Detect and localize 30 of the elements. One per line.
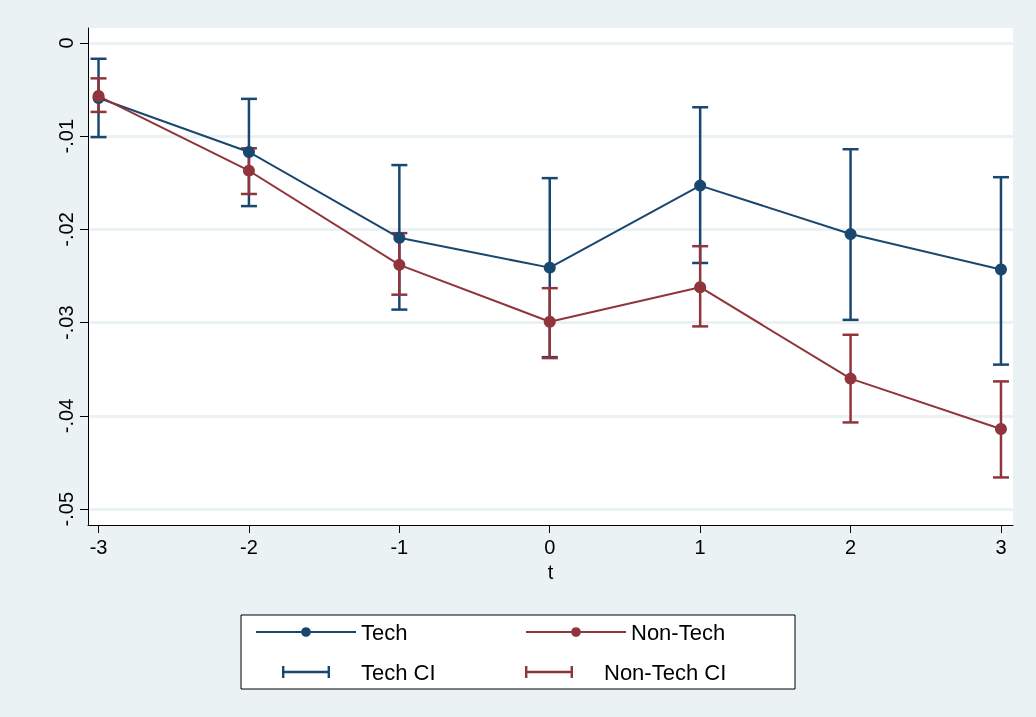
point xyxy=(393,258,406,271)
point xyxy=(694,281,707,294)
text: Tech CI xyxy=(361,659,436,685)
x-tick-label: 2 xyxy=(845,536,857,558)
y-tick-label: -.02 xyxy=(55,212,77,247)
text: Non-Tech CI xyxy=(604,659,727,685)
y-tick-label: -.03 xyxy=(55,305,77,340)
point xyxy=(393,231,406,244)
legend-label: Non-Tech xyxy=(631,619,726,645)
x-tick-label: 3 xyxy=(995,536,1007,558)
y-tick-label: -.05 xyxy=(55,491,77,527)
point xyxy=(994,263,1007,276)
point xyxy=(242,146,255,159)
legend-label: Tech xyxy=(361,619,408,645)
point xyxy=(543,315,556,328)
point xyxy=(844,228,857,241)
y-tick-label: -.01 xyxy=(55,118,77,154)
point xyxy=(543,261,556,274)
y-tick-label: 0 xyxy=(55,37,77,49)
x-tick-label: -1 xyxy=(390,536,409,558)
x-axis-title: t xyxy=(547,560,554,583)
point xyxy=(844,372,857,385)
y-tick-label: -.04 xyxy=(55,398,77,434)
x-tick-label: 0 xyxy=(544,536,556,558)
x-tick-label: -3 xyxy=(89,536,108,558)
point xyxy=(994,422,1007,435)
point xyxy=(694,179,707,192)
x-tick-label: 1 xyxy=(694,536,706,558)
x-tick-label: -2 xyxy=(240,536,258,558)
point xyxy=(242,164,255,177)
